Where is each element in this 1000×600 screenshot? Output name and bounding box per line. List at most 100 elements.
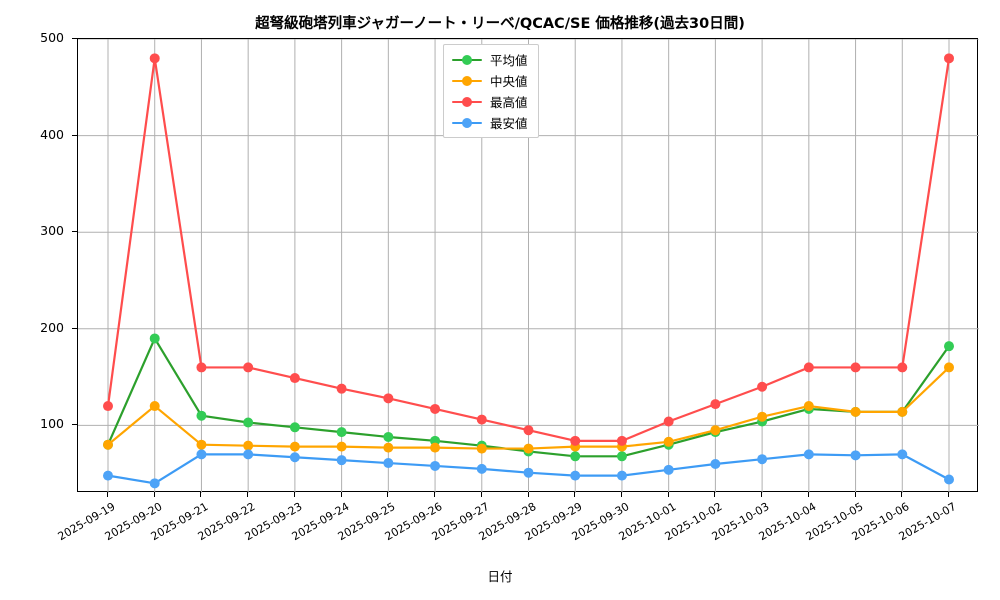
- data-point: [149, 333, 160, 344]
- data-point: [944, 53, 954, 64]
- legend-item-4[interactable]: 最安値: [452, 114, 528, 131]
- data-point: [663, 436, 674, 447]
- data-point: [757, 454, 768, 465]
- data-point: [803, 401, 814, 412]
- data-point: [476, 463, 487, 474]
- data-point: [803, 362, 814, 373]
- data-point: [757, 381, 768, 392]
- data-point: [663, 464, 674, 475]
- series-3: [103, 53, 954, 446]
- y-tick-mark: [72, 327, 77, 329]
- legend-item-2[interactable]: 中央値: [452, 72, 528, 89]
- data-point: [336, 455, 347, 466]
- y-tick-label: 200: [40, 319, 64, 335]
- y-tick-mark: [72, 231, 77, 233]
- data-point: [430, 460, 441, 471]
- series-4: [103, 449, 954, 489]
- data-point: [944, 474, 954, 485]
- data-point: [850, 450, 861, 461]
- data-point: [897, 449, 908, 460]
- data-point: [944, 341, 954, 352]
- data-point: [196, 410, 207, 421]
- data-point: [897, 406, 908, 417]
- data-point: [383, 431, 394, 442]
- data-point: [476, 443, 487, 454]
- x-tick-mark: [620, 492, 622, 497]
- data-point: [944, 362, 954, 373]
- data-point: [663, 416, 674, 427]
- data-point: [243, 417, 254, 428]
- data-point: [196, 449, 207, 460]
- legend-marker-icon: [452, 96, 482, 108]
- data-point: [430, 403, 441, 414]
- legend-marker-icon: [452, 75, 482, 87]
- y-tick-mark: [72, 134, 77, 136]
- x-tick-mark: [901, 492, 903, 497]
- data-point: [757, 411, 768, 422]
- x-tick-mark: [480, 492, 482, 497]
- y-tick-label: 300: [40, 223, 64, 239]
- chart-title: 超弩級砲塔列車ジャガーノート・リーベ/QCAC/SE 価格推移(過去30日間): [255, 16, 745, 32]
- legend-label: 平均値: [490, 53, 528, 68]
- data-point: [570, 451, 581, 462]
- x-tick-mark: [854, 492, 856, 497]
- data-point: [383, 442, 394, 453]
- x-tick-mark: [527, 492, 529, 497]
- y-tick-label: 400: [40, 126, 64, 142]
- data-point: [616, 435, 627, 446]
- data-point: [103, 401, 113, 412]
- data-point: [243, 440, 254, 451]
- data-point: [149, 53, 160, 64]
- data-point: [570, 470, 581, 481]
- x-tick-mark: [574, 492, 576, 497]
- legend-label: 最高値: [490, 95, 528, 110]
- x-tick-mark: [107, 492, 108, 497]
- data-point: [897, 362, 908, 373]
- x-tick-mark: [714, 492, 716, 497]
- data-point: [103, 439, 113, 450]
- gridlines: [78, 39, 979, 493]
- data-point: [149, 478, 160, 489]
- data-point: [196, 362, 207, 373]
- data-point: [803, 449, 814, 460]
- data-point: [243, 362, 254, 373]
- data-point: [289, 422, 300, 433]
- data-point: [523, 467, 534, 478]
- x-tick-mark: [387, 492, 389, 497]
- data-point: [289, 441, 300, 452]
- data-point: [476, 414, 487, 425]
- data-point: [149, 401, 160, 412]
- data-point: [383, 393, 394, 404]
- data-point: [336, 441, 347, 452]
- data-point: [616, 451, 627, 462]
- x-tick-mark: [761, 492, 763, 497]
- series-layer: [103, 53, 954, 489]
- data-point: [196, 439, 207, 450]
- data-point: [523, 425, 534, 436]
- y-tick-label: 500: [40, 30, 64, 45]
- chart-canvas: [78, 39, 979, 493]
- x-tick-mark: [293, 492, 295, 497]
- data-point: [383, 458, 394, 469]
- legend-marker-icon: [452, 117, 482, 129]
- x-tick-mark: [948, 492, 949, 497]
- x-tick-mark: [340, 492, 342, 497]
- data-point: [336, 427, 347, 438]
- x-tick-mark: [807, 492, 809, 497]
- legend-item-1[interactable]: 平均値: [452, 51, 528, 68]
- data-point: [430, 442, 441, 453]
- y-tick-mark: [72, 38, 77, 39]
- legend-item-3[interactable]: 最高値: [452, 93, 528, 110]
- data-point: [710, 399, 721, 410]
- data-point: [850, 362, 861, 373]
- legend-label: 中央値: [490, 74, 528, 89]
- x-tick-mark: [153, 492, 155, 497]
- data-point: [570, 435, 581, 446]
- series-2: [103, 362, 954, 454]
- x-tick-mark: [247, 492, 249, 497]
- data-point: [289, 452, 300, 463]
- data-point: [616, 470, 627, 481]
- data-point: [850, 406, 861, 417]
- y-tick-mark: [72, 424, 77, 426]
